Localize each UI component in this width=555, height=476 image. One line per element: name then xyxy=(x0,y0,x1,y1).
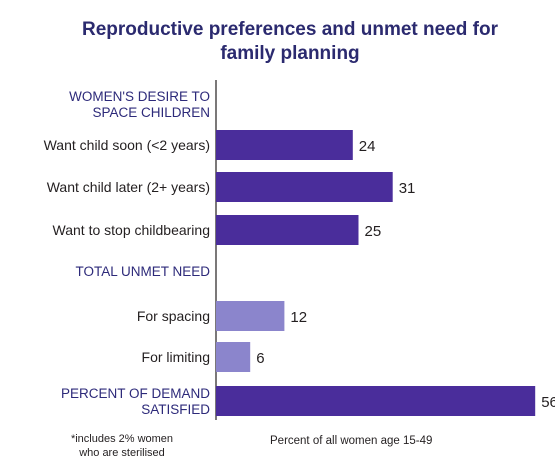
footnote: *includes 2% women who are sterilised xyxy=(22,432,222,460)
bar xyxy=(216,386,536,416)
bar xyxy=(216,215,359,245)
bar xyxy=(216,342,251,372)
x-axis-label: Percent of all women age 15-49 xyxy=(270,435,433,447)
bar xyxy=(216,130,353,160)
category-label: Want to stop childbearing xyxy=(53,222,210,238)
category-label: For limiting xyxy=(142,349,210,365)
section-header: WOMEN'S DESIRE TO xyxy=(69,89,210,104)
category-label: For spacing xyxy=(137,308,210,324)
data-label: 24 xyxy=(359,138,376,155)
data-label: 6 xyxy=(256,350,264,367)
category-label: Want child soon (<2 years) xyxy=(44,137,210,153)
data-label: 25 xyxy=(365,223,382,240)
footnote-line-2: who are sterilised xyxy=(79,447,165,459)
data-label: 31 xyxy=(399,180,416,197)
category-label: SATISFIED xyxy=(141,402,210,417)
bar xyxy=(216,172,393,202)
category-label: PERCENT OF DEMAND xyxy=(61,386,210,401)
category-label: Want child later (2+ years) xyxy=(47,179,210,195)
footnote-line-1: *includes 2% women xyxy=(70,433,174,445)
data-label: 56 xyxy=(541,394,555,411)
bar xyxy=(216,301,285,331)
chart-title: Reproductive preferences and unmet need … xyxy=(82,19,498,64)
data-label: 12 xyxy=(290,309,307,326)
section-header: TOTAL UNMET NEED xyxy=(75,264,210,279)
section-header: SPACE CHILDREN xyxy=(92,105,210,120)
